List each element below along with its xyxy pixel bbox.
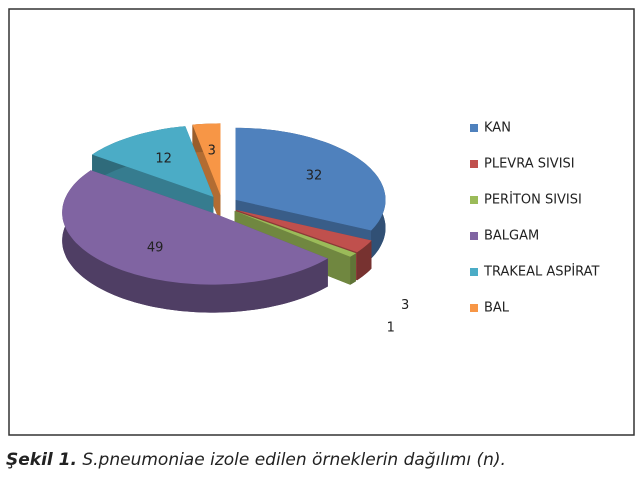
data-label: 3 <box>208 144 216 159</box>
caption-text: S.pneumoniae izole edilen örneklerin dağ… <box>82 450 506 470</box>
data-label: 3 <box>401 298 409 313</box>
legend-swatch <box>470 196 478 204</box>
data-label: 1 <box>387 321 395 336</box>
caption-label: Şekil 1. <box>6 450 77 470</box>
legend-swatch <box>470 304 478 312</box>
slice-wall <box>357 240 372 281</box>
slice-top <box>235 127 386 231</box>
legend-label: TRAKEAL ASPİRAT <box>483 264 600 280</box>
slice-top <box>62 170 328 285</box>
data-label: 32 <box>306 168 323 183</box>
legend-swatch <box>470 160 478 168</box>
caption: Şekil 1. S.pneumoniae izole edilen örnek… <box>6 450 506 470</box>
slice-top <box>192 123 221 196</box>
legend-swatch <box>470 124 478 132</box>
slice <box>235 127 386 259</box>
slice-top <box>234 210 356 257</box>
slice-top <box>235 209 372 253</box>
legend-label: PERİTON SIVISI <box>484 192 582 208</box>
data-label: 49 <box>147 240 164 255</box>
slice-wall <box>62 170 328 313</box>
slice-wall <box>350 253 356 285</box>
legend-label: KAN <box>484 121 511 136</box>
legend-label: BALGAM <box>484 229 539 244</box>
slice <box>62 170 328 313</box>
data-label: 12 <box>155 152 172 167</box>
legend: KAN PLEVRA SIVISI PERİTON SIVISI BALGAM TRAK… <box>470 121 600 316</box>
legend-label: PLEVRA SIVISI <box>484 157 575 172</box>
slice-top <box>92 126 214 197</box>
legend-label: BAL <box>484 301 510 316</box>
legend-swatch <box>470 232 478 240</box>
legend-swatch <box>470 268 478 276</box>
